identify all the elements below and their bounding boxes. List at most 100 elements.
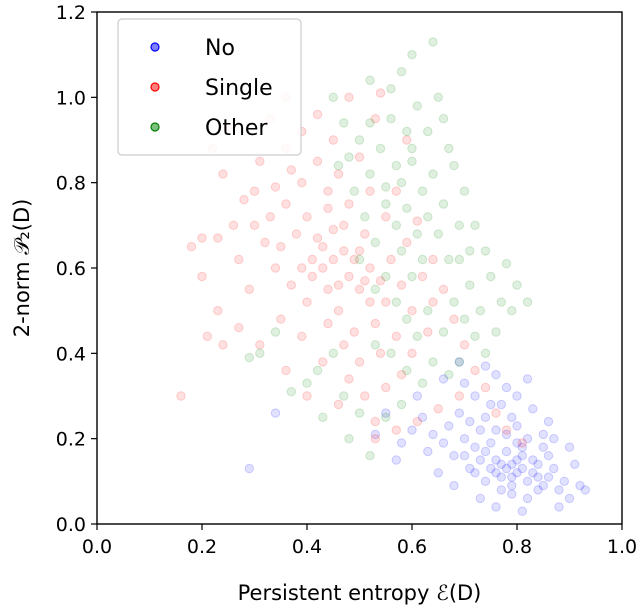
data-point — [528, 404, 538, 414]
data-point — [302, 297, 312, 307]
data-point — [297, 178, 307, 188]
data-point — [328, 92, 338, 103]
data-point — [375, 143, 386, 154]
data-point — [302, 391, 312, 401]
data-point — [375, 276, 386, 286]
data-point — [407, 50, 417, 60]
data-point — [391, 220, 401, 231]
data-point — [318, 263, 328, 273]
data-point — [297, 263, 307, 273]
data-point — [423, 306, 433, 316]
data-point — [323, 318, 333, 329]
data-point — [459, 340, 470, 350]
data-point — [307, 271, 317, 282]
data-point — [381, 408, 391, 418]
data-point — [375, 348, 386, 358]
data-point — [407, 425, 417, 435]
data-point — [407, 271, 417, 282]
data-point — [255, 156, 265, 167]
data-point — [297, 331, 307, 341]
data-point — [391, 331, 401, 341]
data-point — [512, 421, 522, 431]
data-point — [528, 468, 538, 478]
data-point — [318, 412, 328, 422]
data-point — [528, 455, 538, 465]
data-point — [260, 237, 270, 248]
data-point — [402, 203, 412, 214]
data-point — [512, 280, 522, 290]
data-point — [417, 254, 428, 265]
data-point — [370, 284, 380, 294]
data-point — [486, 438, 496, 448]
data-point — [480, 446, 491, 457]
data-point — [522, 476, 533, 486]
y-axis-label: 2-norm 𝒫₂(D) — [10, 199, 34, 338]
y-tick-label: 0.0 — [56, 514, 86, 536]
data-point — [486, 399, 496, 410]
data-point — [370, 416, 380, 427]
data-point — [438, 438, 449, 448]
data-point — [333, 169, 344, 179]
data-point — [370, 318, 380, 329]
data-point — [370, 429, 380, 440]
data-point — [459, 378, 470, 388]
y-tick-label: 0.6 — [56, 258, 86, 280]
data-point — [255, 340, 265, 350]
data-point — [360, 391, 370, 401]
data-point — [307, 254, 317, 265]
data-point — [360, 212, 370, 222]
data-point — [575, 480, 585, 491]
data-point — [312, 156, 323, 167]
data-point — [538, 480, 548, 491]
data-point — [412, 331, 422, 341]
data-point — [501, 463, 512, 474]
data-point — [234, 323, 244, 333]
data-point — [449, 314, 459, 324]
data-point — [354, 135, 365, 145]
data-point — [344, 199, 354, 209]
data-point — [470, 331, 480, 341]
data-point — [480, 246, 491, 256]
data-point — [428, 429, 438, 440]
y-tick-label: 0.8 — [56, 173, 86, 195]
data-point — [276, 242, 286, 252]
series-no — [244, 357, 590, 516]
data-point — [533, 459, 543, 469]
data-point — [480, 476, 491, 486]
data-point — [412, 391, 422, 401]
data-point — [370, 114, 380, 124]
data-point — [491, 370, 501, 380]
data-point — [459, 434, 470, 444]
data-point — [507, 459, 517, 469]
data-point — [291, 229, 302, 239]
data-point — [349, 254, 359, 265]
data-point — [475, 425, 485, 435]
data-point — [365, 451, 375, 461]
data-point — [480, 361, 491, 371]
x-axis-label: Persistent entropy ℰ(D) — [238, 581, 482, 605]
data-point — [349, 327, 359, 337]
data-point — [449, 451, 459, 461]
data-point — [370, 340, 380, 350]
data-point — [428, 169, 438, 179]
data-point — [433, 229, 443, 239]
data-point — [381, 297, 391, 307]
data-point — [365, 169, 375, 179]
data-point — [186, 242, 197, 252]
data-point — [381, 182, 391, 192]
data-point — [517, 506, 527, 516]
x-tick-label: 0.4 — [292, 536, 322, 558]
y-axis-ticks: 0.0 0.2 0.4 0.6 0.8 1.0 1.2 — [56, 2, 97, 536]
data-point — [517, 442, 527, 452]
data-point — [507, 489, 517, 499]
data-point — [344, 152, 354, 162]
x-tick-label: 1.0 — [607, 536, 637, 558]
data-point — [365, 118, 375, 128]
legend-marker-other — [150, 122, 160, 132]
data-point — [365, 263, 375, 273]
y-tick-label: 0.4 — [56, 343, 86, 365]
data-point — [449, 480, 459, 491]
legend-marker-single — [150, 82, 160, 92]
data-point — [444, 421, 454, 431]
